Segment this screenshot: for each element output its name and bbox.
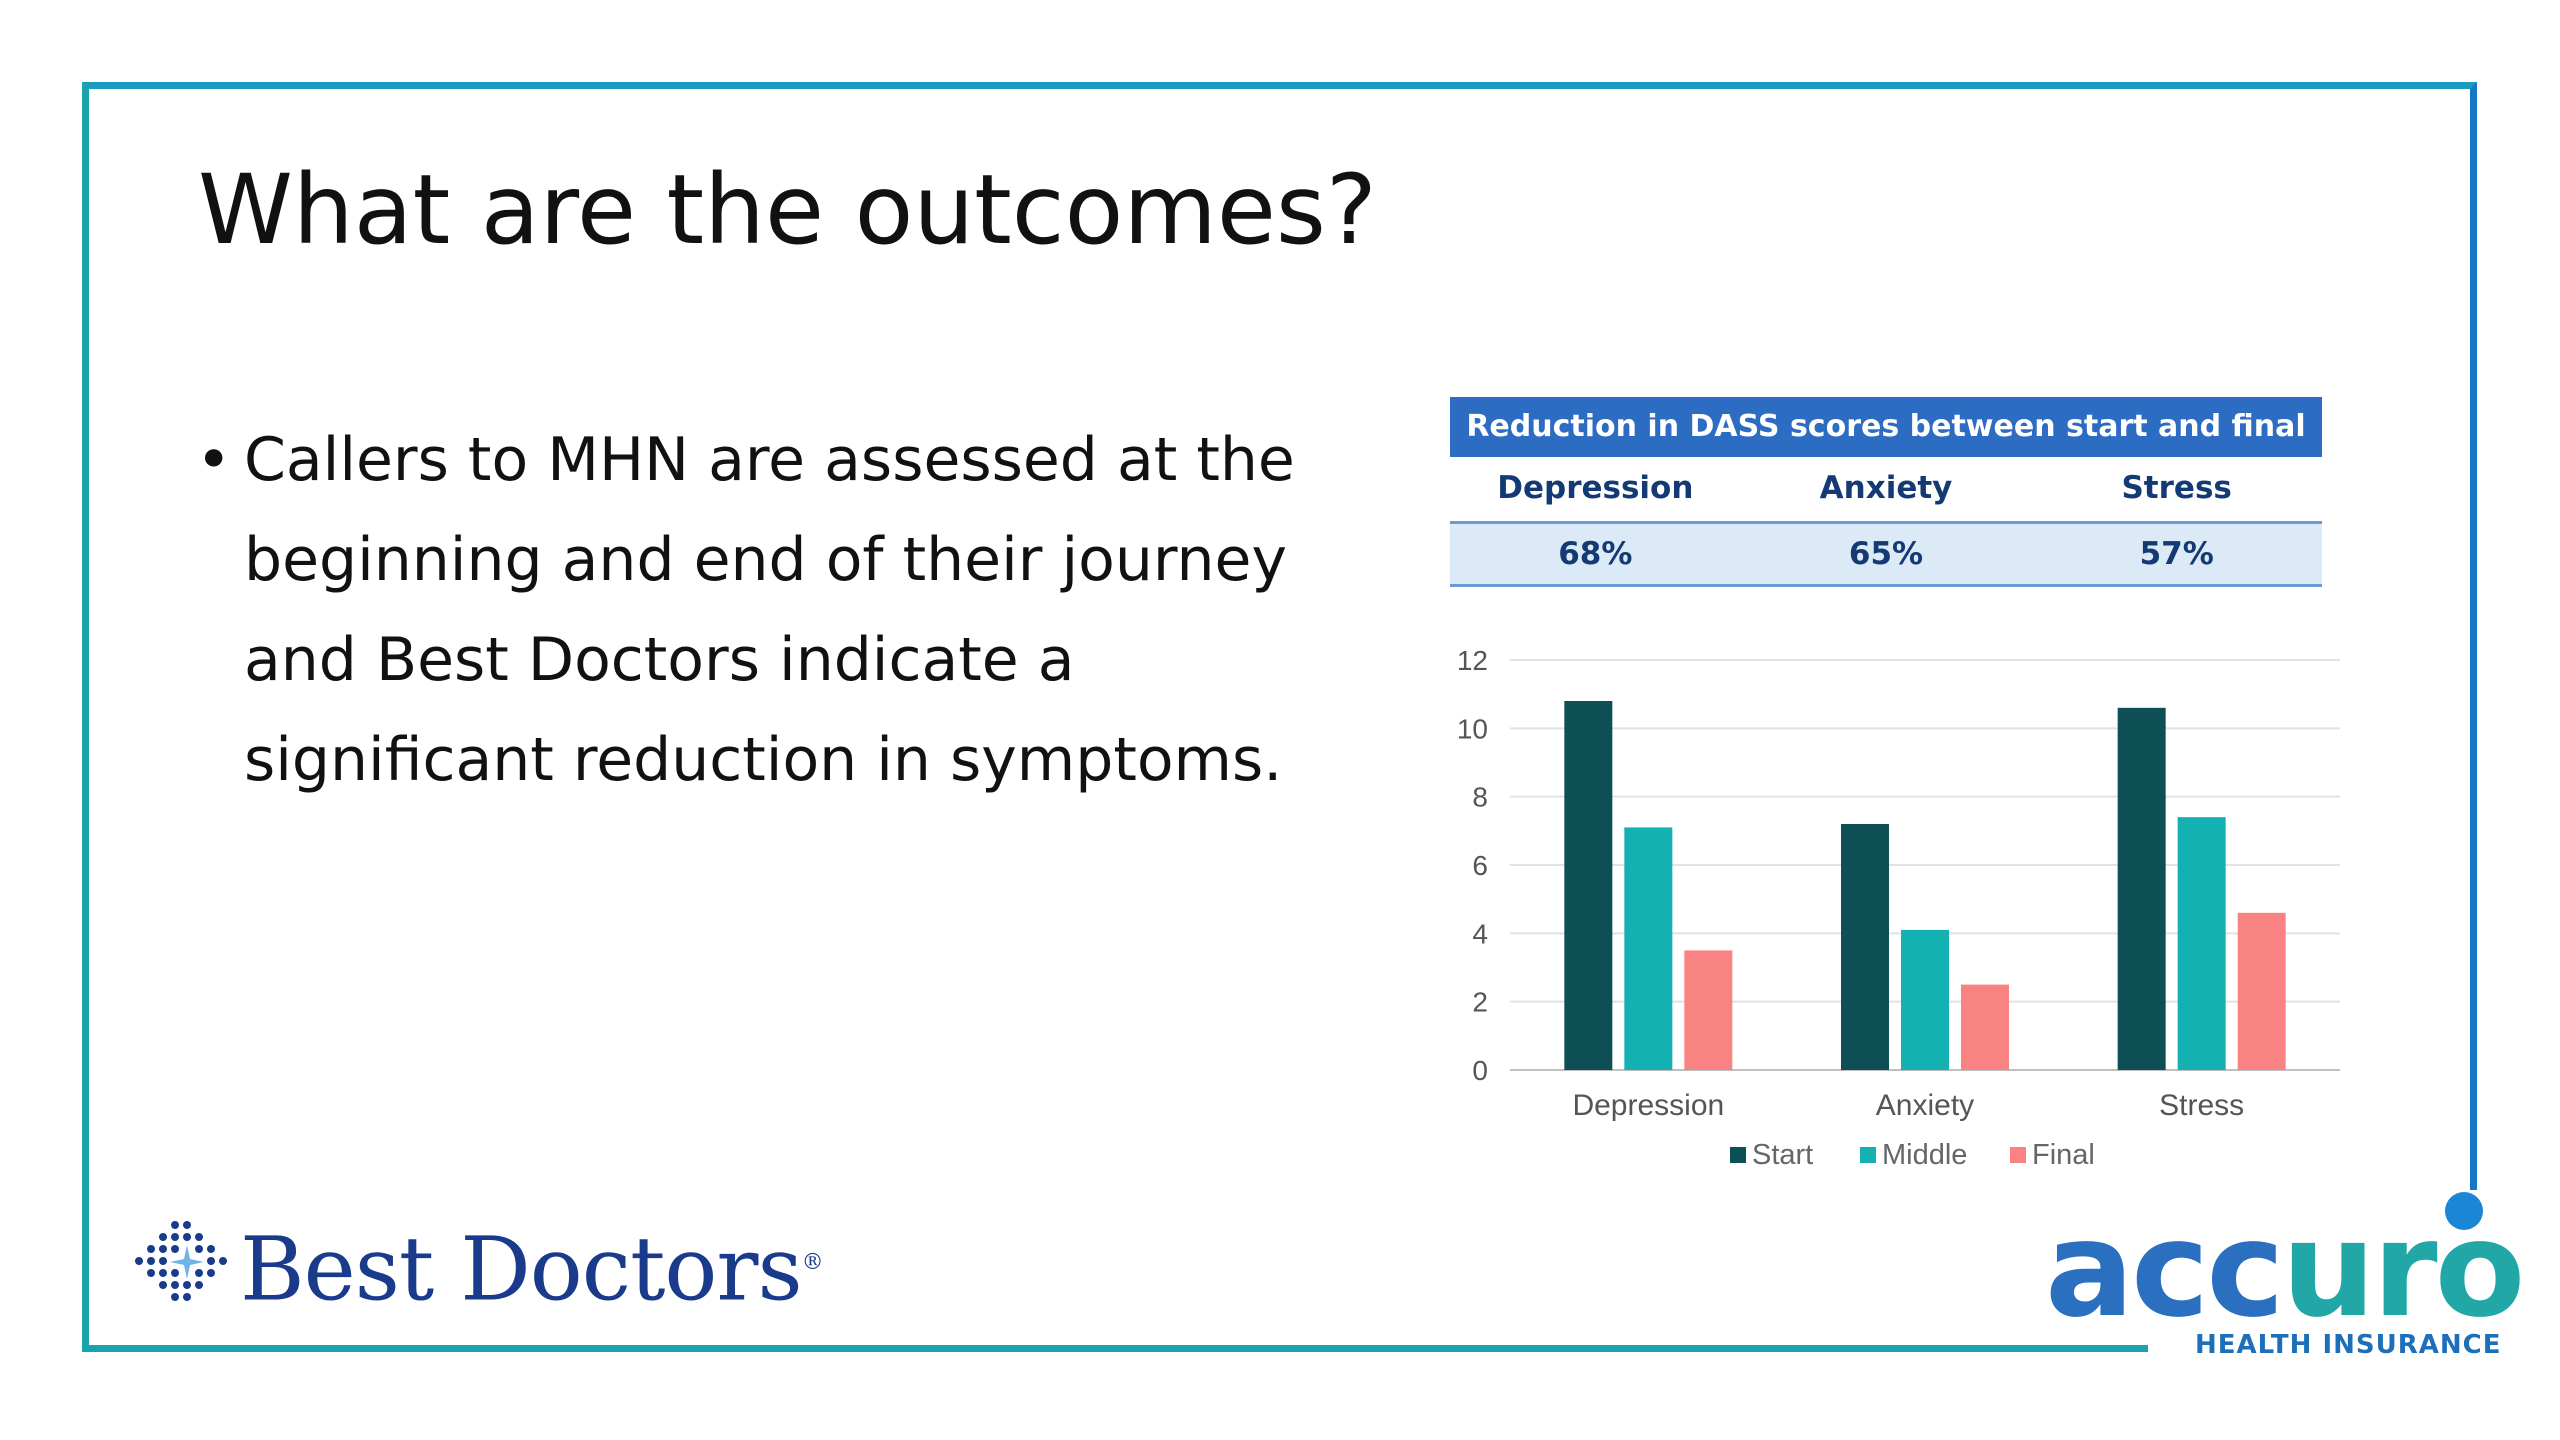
- dass-value-depression: 68%: [1558, 536, 1633, 572]
- dass-col-anxiety: Anxiety: [1819, 470, 1953, 506]
- legend-label: Start: [1752, 1139, 1813, 1171]
- bar-start-anxiety: [1841, 824, 1889, 1070]
- bar-middle-depression: [1624, 827, 1673, 1070]
- x-tick-label: Stress: [2159, 1089, 2244, 1122]
- y-tick-label: 2: [1472, 987, 1488, 1018]
- accuro-wordmark-left: acc: [2045, 1193, 2285, 1347]
- dass-table-value-row: 68% 65% 57%: [1450, 521, 2322, 587]
- dass-value-anxiety: 65%: [1848, 536, 1924, 572]
- legend-swatch: [2010, 1147, 2026, 1163]
- legend-label: Middle: [1882, 1139, 1967, 1171]
- dass-col-stress: Stress: [2121, 470, 2232, 506]
- accuro-tagline: HEALTH INSURANCE: [2195, 1330, 2502, 1360]
- best-doctors-wordmark: Best Doctors: [240, 1217, 803, 1321]
- frame-dot: [2445, 1192, 2483, 1230]
- accuro-logo: accuro: [2045, 1200, 2525, 1340]
- bar-start-stress: [2117, 707, 2166, 1070]
- frame-right-gap: [2464, 1190, 2484, 1360]
- dass-table-header-row: Depression Anxiety Stress: [1450, 457, 2322, 519]
- slide-title: What are the outcomes?: [198, 154, 1377, 266]
- bar-start-depression: [1564, 701, 1613, 1070]
- legend-label: Final: [2032, 1139, 2095, 1171]
- accuro-wordmark-right: uro: [2281, 1193, 2526, 1347]
- slide-frame: [82, 82, 2477, 1352]
- dass-table-title: Reduction in DASS scores between start a…: [1450, 397, 2322, 457]
- y-tick-label: 4: [1472, 918, 1488, 949]
- bar-middle-anxiety: [1901, 929, 1949, 1070]
- x-tick-label: Anxiety: [1876, 1089, 1974, 1122]
- dass-table: Reduction in DASS scores between start a…: [1450, 397, 2322, 587]
- bar-middle-stress: [2177, 817, 2226, 1070]
- bullet-marker: •: [196, 425, 232, 495]
- bar-final-stress: [2237, 912, 2286, 1070]
- best-doctors-mark-icon: [135, 1221, 227, 1301]
- legend-swatch: [1860, 1147, 1876, 1163]
- frame-gap: [2148, 1340, 2488, 1360]
- registered-mark: ®: [801, 1250, 824, 1275]
- y-tick-label: 12: [1457, 645, 1488, 676]
- y-tick-label: 6: [1472, 850, 1488, 881]
- dass-bar-chart: 0 2 4 6 8 10 12 Depression Anxiety Stress Start Mid…: [1457, 645, 2340, 1171]
- bar-final-depression: [1684, 950, 1733, 1070]
- x-tick-label: Depression: [1572, 1089, 1724, 1122]
- dass-value-stress: 57%: [2139, 536, 2214, 572]
- bar-final-anxiety: [1961, 984, 2009, 1070]
- y-tick-label: 8: [1472, 782, 1488, 813]
- y-tick-label: 0: [1472, 1055, 1488, 1086]
- dass-col-depression: Depression: [1497, 470, 1694, 506]
- y-tick-label: 10: [1457, 713, 1488, 744]
- bullet-text: Callers to MHN are assessed at the begin…: [244, 425, 1295, 795]
- legend-swatch: [1730, 1147, 1746, 1163]
- best-doctors-logo: Best Doctors®: [240, 1208, 824, 1324]
